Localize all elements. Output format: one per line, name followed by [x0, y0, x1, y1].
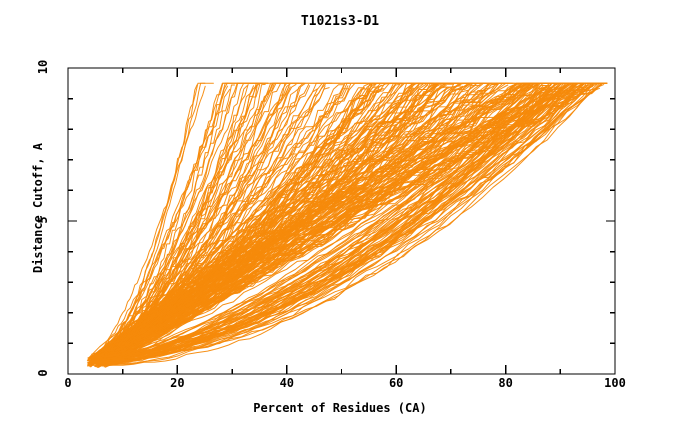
- page-title: T1021s3-D1: [300, 14, 380, 29]
- axes-frame: [67, 67, 616, 375]
- y-tick-label: 0: [36, 369, 50, 377]
- curve-bundle: [86, 82, 608, 368]
- x-tick-label: 80: [498, 376, 513, 390]
- x-tick-label: 20: [170, 376, 185, 390]
- x-axis-label: Percent of Residues (CA): [253, 401, 427, 415]
- y-tick-label: 5: [36, 216, 50, 224]
- x-tick-label: 60: [388, 376, 404, 390]
- x-tick-label: 0: [64, 376, 72, 390]
- x-tick-label: 40: [279, 376, 295, 390]
- y-tick-label: 10: [36, 59, 50, 75]
- x-tick-label: 100: [604, 376, 626, 390]
